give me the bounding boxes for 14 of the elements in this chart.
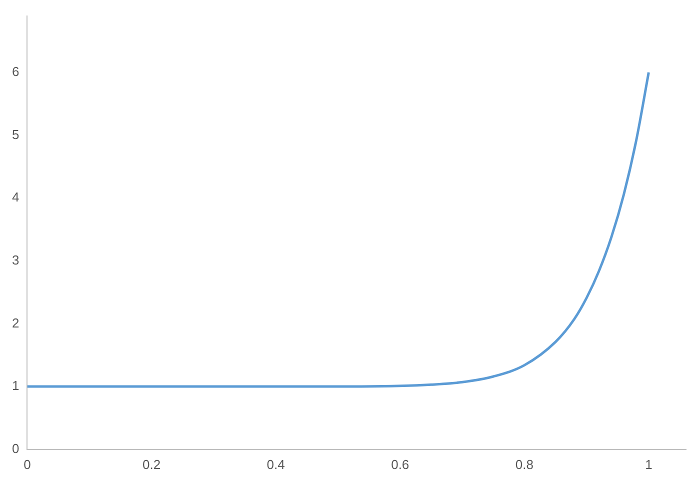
y-tick-label: 5 [12, 126, 20, 142]
y-tick-label: 3 [12, 252, 20, 268]
y-tick-label: 1 [12, 378, 20, 394]
y-tick-label: 6 [12, 64, 20, 79]
x-tick-label: 0.2 [142, 456, 161, 472]
x-tick-label: 1 [645, 456, 652, 472]
x-tick-label: 0 [24, 456, 31, 472]
y-tick-label: 4 [12, 190, 20, 205]
x-tick-label: 0.8 [515, 456, 534, 472]
y-tick-label: 0 [12, 440, 20, 456]
x-tick-label: 0.4 [266, 456, 285, 472]
line-series [27, 71, 650, 388]
x-tick-label: 0.6 [391, 456, 410, 472]
y-tick-label: 2 [12, 315, 20, 330]
